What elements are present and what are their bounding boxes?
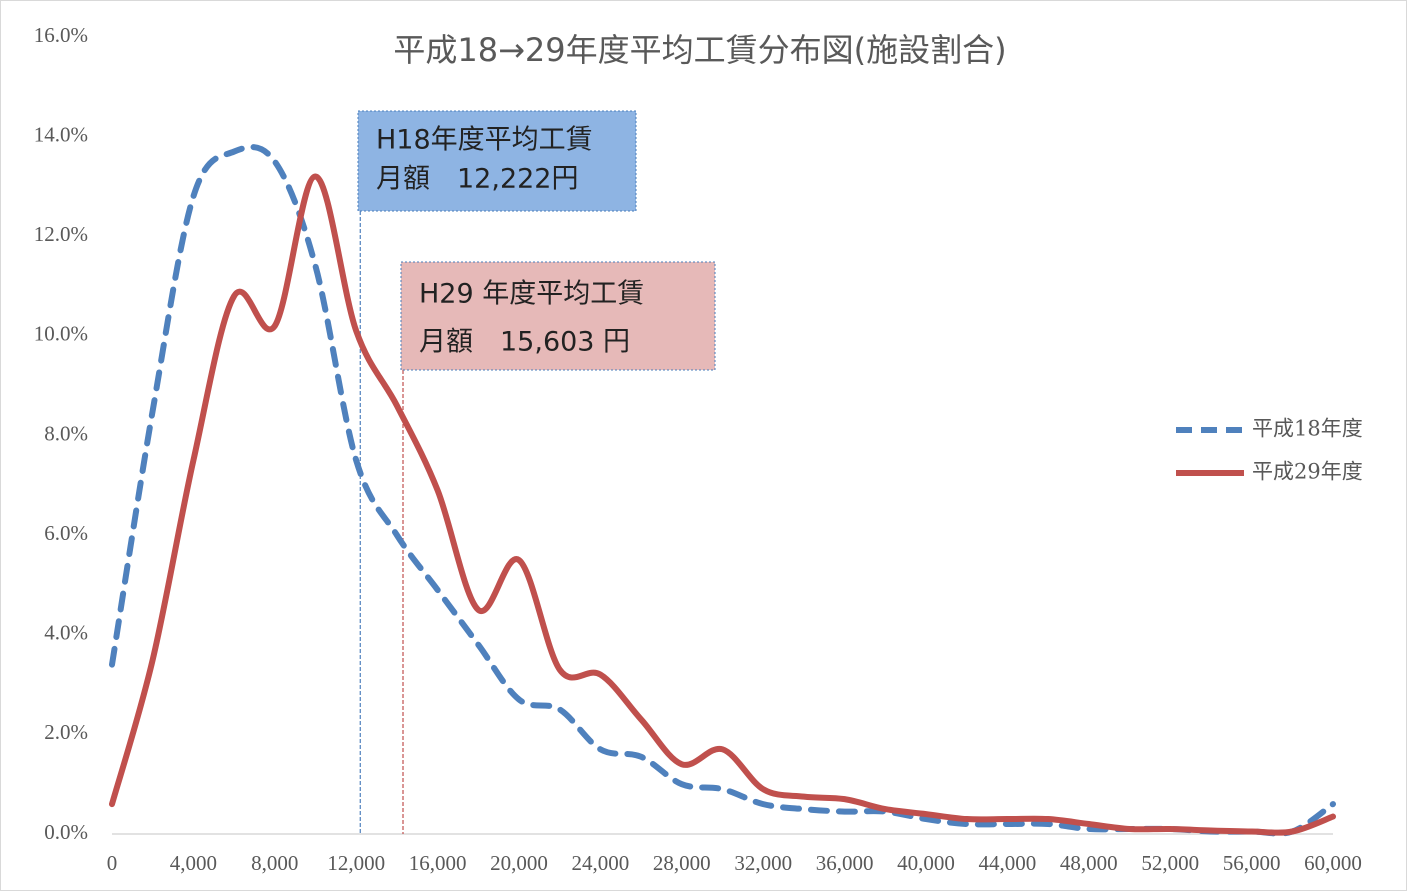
y-tick-label: 14.0% [34, 122, 88, 146]
x-tick-label: 4,000 [170, 851, 217, 875]
x-tick-label: 44,000 [979, 851, 1037, 875]
annotation-box [357, 110, 637, 212]
x-tick-label: 32,000 [734, 851, 792, 875]
annotation-box [400, 261, 716, 371]
x-tick-label: 36,000 [816, 851, 874, 875]
x-tick-label: 12,000 [327, 851, 385, 875]
x-tick-label: 28,000 [653, 851, 711, 875]
annotation-text: 月額 12,222円 [376, 164, 578, 195]
y-tick-label: 0.0% [44, 820, 88, 844]
x-tick-label: 16,000 [409, 851, 467, 875]
y-tick-label: 2.0% [44, 720, 88, 744]
annotation-text: H18年度平均工賃 [376, 125, 593, 156]
x-tick-label: 40,000 [897, 851, 955, 875]
x-tick-label: 52,000 [1141, 851, 1199, 875]
x-tick-label: 20,000 [490, 851, 548, 875]
legend-label: 平成29年度 [1252, 460, 1363, 484]
annotation-text: 月額 15,603 円 [419, 327, 630, 358]
y-tick-label: 6.0% [44, 521, 88, 545]
x-tick-label: 60,000 [1304, 851, 1362, 875]
series-line [109, 173, 1336, 836]
annotation-text: H29 年度平均工賃 [419, 279, 644, 310]
x-tick-label: 48,000 [1060, 851, 1118, 875]
y-tick-label: 4.0% [44, 621, 88, 645]
y-tick-label: 16.0% [34, 23, 88, 47]
legend-label: 平成18年度 [1252, 417, 1363, 441]
y-tick-label: 8.0% [44, 421, 88, 445]
x-tick-label: 0 [107, 851, 118, 875]
chart-title: 平成18→29年度平均工賃分布図(施設割合) [393, 31, 1006, 69]
x-tick-label: 8,000 [251, 851, 298, 875]
y-tick-label: 12.0% [34, 222, 88, 246]
y-tick-label: 10.0% [34, 322, 88, 346]
x-tick-label: 56,000 [1223, 851, 1281, 875]
x-tick-label: 24,000 [572, 851, 630, 875]
